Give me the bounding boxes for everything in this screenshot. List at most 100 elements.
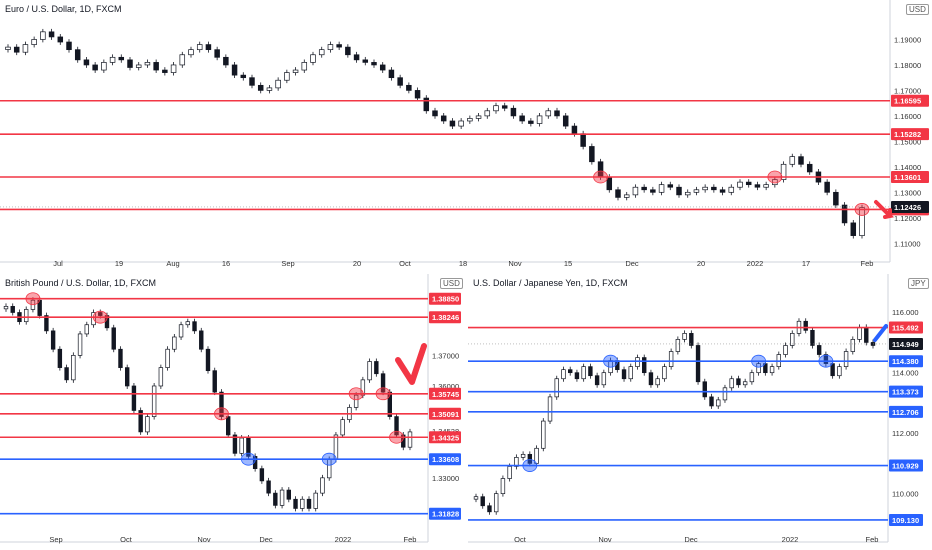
- usdjpy-candle-body: [729, 378, 734, 389]
- gbpusd-level-badge: [429, 453, 461, 466]
- gbpusd-level-label: 1.34325: [432, 433, 459, 442]
- gbpusd-chart[interactable]: 1.370001.360001.345281.33000SepOctNovDec…: [0, 274, 466, 550]
- usdjpy-level-label: 115.492: [892, 324, 919, 333]
- gbpusd-x-tick-label: Dec: [259, 535, 273, 544]
- gbpusd-candle-body: [205, 348, 211, 372]
- eurusd-candle-body: [632, 186, 639, 196]
- eurusd-candle-body: [257, 84, 264, 91]
- eurusd-candle-body: [214, 49, 220, 58]
- gbpusd-candle-body: [374, 361, 379, 375]
- eurusd-candle-body: [772, 179, 778, 186]
- gbpusd-level-label: 1.38246: [432, 313, 459, 322]
- eurusd-candle-body: [275, 79, 281, 89]
- eurusd-candle-body: [798, 156, 804, 165]
- gbpusd-candle-body: [64, 367, 69, 381]
- gbpusd-candle-body: [225, 416, 231, 436]
- usdjpy-candle-body: [601, 372, 607, 386]
- gbpusd-x-tick-label: 2022: [335, 535, 352, 544]
- gbpusd-candle-body: [279, 489, 285, 506]
- gbpusd-level-label: 1.38850: [432, 295, 459, 304]
- usdjpy-candle-body: [816, 345, 822, 355]
- gbpusd-candle-body: [259, 468, 265, 482]
- eurusd-candle-body: [371, 62, 377, 66]
- gbpusd-y-tick-label: 1.36000: [432, 382, 459, 391]
- usdjpy-candle-body: [790, 333, 795, 346]
- eurusd-candle-body: [623, 194, 630, 198]
- eurusd-candle-body: [432, 110, 438, 117]
- gbpusd-level-badge: [429, 507, 461, 520]
- eurusd-candle-body: [31, 39, 37, 45]
- eurusd-y-tick-label: 1.16000: [894, 112, 921, 121]
- eurusd-candle-body: [135, 64, 142, 68]
- eurusd-candle-body: [684, 191, 691, 196]
- gbpusd-candle-body: [77, 333, 83, 356]
- usdjpy-candle-body: [514, 457, 519, 467]
- usdjpy-candle-body: [642, 357, 647, 374]
- gbpusd-candle-body: [124, 367, 130, 387]
- gbpusd-level-badge: [429, 431, 461, 444]
- eurusd-chart[interactable]: 1.19000 1.18000 1.17000 1.16000 1.15000 1.140…: [0, 0, 932, 272]
- usdjpy-candle-body: [857, 326, 862, 340]
- gbpusd-touch-highlight: [240, 452, 256, 466]
- eurusd-candle-body: [231, 64, 238, 76]
- usdjpy-candle-body: [675, 339, 681, 352]
- eurusd-touch-highlight: [854, 203, 870, 216]
- eurusd-candle-body: [414, 90, 421, 99]
- gbpusd-title: British Pound / U.S. Dollar, 1D, FXCM: [5, 278, 157, 288]
- eurusd-candle-body: [40, 31, 46, 40]
- eurusd-x-tick-label: 2022: [747, 259, 764, 268]
- usdjpy-touch-highlight: [751, 354, 767, 368]
- gbpusd-level-label: 1.35745: [432, 390, 459, 399]
- eurusd-candle-body: [693, 189, 700, 193]
- eurusd-candle-body: [789, 156, 796, 165]
- gbpusd-candle-body: [367, 361, 372, 381]
- eurusd-down-arrow-icon: [874, 200, 895, 219]
- eurusd-candle-body: [362, 59, 369, 63]
- eurusd-candle-body: [249, 77, 255, 86]
- eurusd-candle-body: [162, 69, 168, 73]
- eurusd-candle-body: [545, 110, 552, 117]
- usdjpy-up-arrow-icon: [873, 324, 888, 342]
- eurusd-candle-body: [484, 110, 491, 117]
- usdjpy-candle-body: [702, 381, 707, 398]
- eurusd-candle-body: [144, 62, 151, 66]
- usdjpy-candle-body: [561, 369, 566, 380]
- usdjpy-chart[interactable]: 116.000 114.000 112.000 110.000 Oct Nov Dec 202…: [468, 274, 932, 550]
- gbpusd-touch-highlight: [348, 387, 364, 401]
- gbpusd-candle-body: [131, 385, 137, 411]
- eurusd-level-label: 1.16595: [894, 97, 921, 106]
- gbpusd-candle-body: [320, 477, 325, 494]
- usdjpy-candle-body: [507, 466, 512, 479]
- gbpusd-candle-body: [340, 419, 345, 436]
- usdjpy-x-tick-label: Feb: [866, 535, 879, 544]
- usdjpy-candle-body: [628, 366, 633, 380]
- eurusd-x-tick-label: Oct: [399, 259, 412, 268]
- usdjpy-candle-body: [568, 369, 573, 374]
- gbpusd-candle-body: [232, 434, 238, 454]
- gbpusd-down-arrow-icon: [395, 343, 427, 385]
- gbpusd-candle-body: [313, 492, 318, 509]
- usdjpy-unit-badge[interactable]: JPY: [908, 278, 929, 289]
- usdjpy-level-label: 113.373: [892, 388, 919, 397]
- usdjpy-candle-body: [588, 366, 593, 377]
- gbpusd-level-badge: [429, 292, 461, 305]
- usdjpy-candle-body: [682, 333, 687, 340]
- eurusd-candle-body: [493, 105, 499, 112]
- gbpusd-candle-body: [84, 324, 90, 335]
- eurusd-candle-body: [467, 118, 473, 122]
- usdjpy-title: U.S. Dollar / Japanese Yen, 1D, FXCM: [473, 278, 628, 288]
- eurusd-candle-body: [536, 115, 543, 124]
- gbpusd-unit-badge[interactable]: USD: [440, 278, 463, 289]
- eurusd-y-tick-label: 1.12000: [894, 214, 921, 223]
- eurusd-candle-body: [127, 59, 133, 68]
- eurusd-candle-body: [667, 184, 674, 188]
- eurusd-candle-body: [22, 44, 29, 53]
- eurusd-candle-body: [196, 44, 203, 51]
- eurusd-unit-badge[interactable]: USD: [906, 4, 929, 15]
- usdjpy-candle-body: [520, 453, 526, 458]
- eurusd-touch-highlight: [593, 170, 608, 184]
- gbpusd-candle-body: [44, 315, 49, 332]
- eurusd-candle-body: [310, 54, 316, 63]
- eurusd-y-tick-label: 1.13000: [894, 188, 921, 197]
- gbpusd-level-badge: [429, 407, 461, 420]
